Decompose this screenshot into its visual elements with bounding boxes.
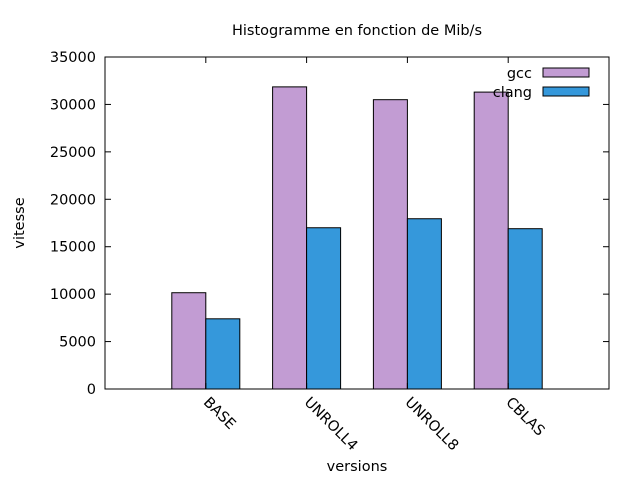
legend-swatch-gcc bbox=[542, 67, 590, 78]
y-tick-label: 20000 bbox=[50, 192, 96, 208]
bar-gcc-unroll8 bbox=[372, 99, 408, 390]
y-tick-label: 30000 bbox=[50, 97, 96, 113]
plot-frame bbox=[104, 56, 610, 390]
bar-clang-unroll4 bbox=[306, 227, 342, 390]
x-tick-label: UNROLL4 bbox=[301, 395, 361, 455]
x-tick-label: UNROLL8 bbox=[402, 395, 462, 455]
x-tick-label: CBLAS bbox=[502, 395, 547, 440]
legend-label-gcc: gcc bbox=[507, 66, 532, 82]
bar-gcc-unroll4 bbox=[272, 86, 308, 390]
bar-clang-unroll8 bbox=[406, 218, 442, 390]
y-tick-label: 35000 bbox=[50, 50, 96, 66]
y-tick-label: 10000 bbox=[50, 287, 96, 303]
y-tick-label: 5000 bbox=[59, 335, 96, 351]
y-axis-label: vitesse bbox=[12, 197, 28, 248]
y-axis: 0 5000 10000 15000 20000 25000 30000 35000 bbox=[50, 50, 609, 398]
legend-label-clang: clang bbox=[493, 85, 532, 101]
bar-gcc-cblas bbox=[473, 91, 509, 390]
y-tick-label: 15000 bbox=[50, 240, 96, 256]
bar-clang-cblas bbox=[507, 228, 543, 390]
legend-swatch-clang bbox=[542, 86, 590, 97]
y-tick-label: 0 bbox=[87, 382, 96, 398]
x-axis-label: versions bbox=[327, 459, 388, 475]
bars-group bbox=[171, 86, 543, 390]
chart-title: Histogramme en fonction de Mib/s bbox=[232, 23, 482, 39]
legend: gcc clang bbox=[493, 66, 590, 101]
x-tick-label: BASE bbox=[200, 395, 238, 433]
y-tick-label: 25000 bbox=[50, 145, 96, 161]
bar-gcc-base bbox=[171, 292, 207, 390]
bar-clang-base bbox=[205, 318, 241, 390]
